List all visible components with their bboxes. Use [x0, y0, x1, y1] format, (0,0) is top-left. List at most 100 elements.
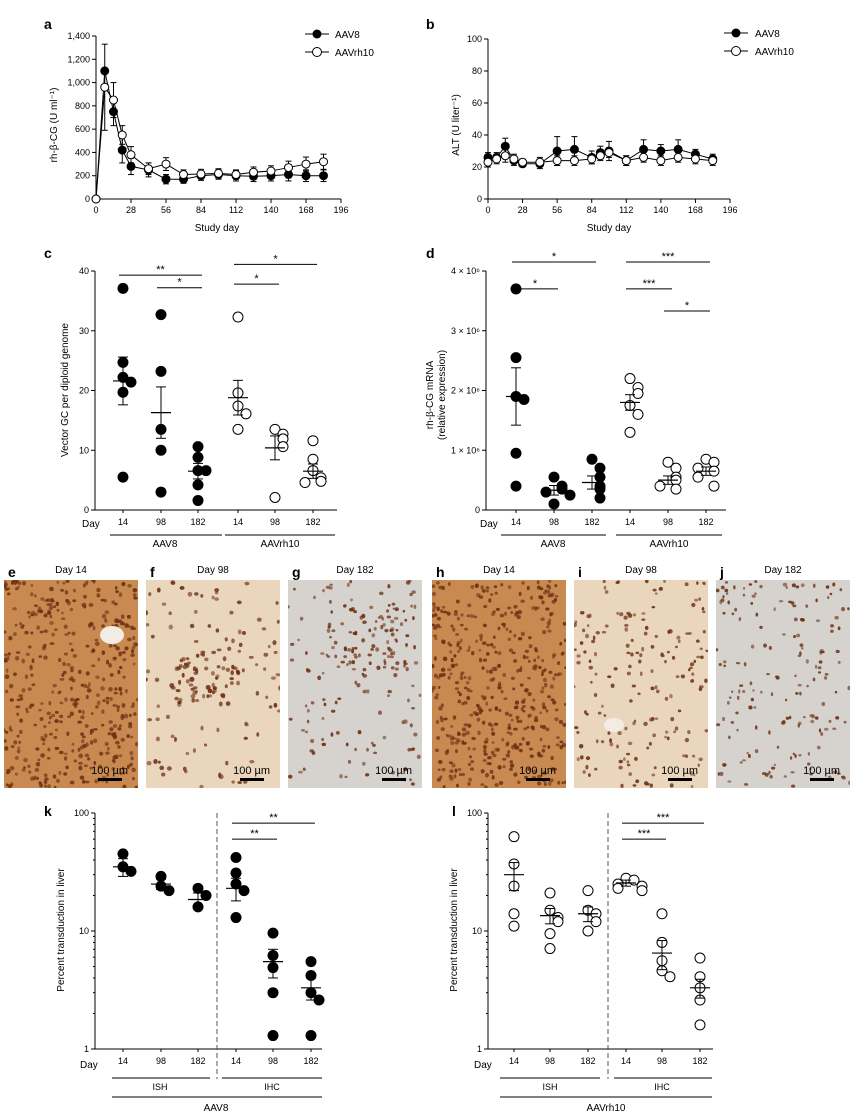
stained-nucleus — [784, 698, 788, 702]
data-point-aavrh10 — [595, 151, 605, 161]
stained-nucleus — [478, 657, 483, 663]
stained-nucleus — [28, 770, 32, 774]
stained-nucleus — [278, 685, 280, 691]
stained-nucleus — [579, 610, 585, 615]
data-point — [117, 282, 129, 294]
stained-nucleus — [93, 727, 98, 731]
data-point-aavrh10 — [509, 154, 519, 164]
stained-nucleus — [227, 646, 232, 651]
stained-nucleus — [47, 598, 52, 603]
stained-nucleus — [112, 644, 118, 648]
stained-nucleus — [654, 592, 658, 595]
y-tick-label: 40 — [472, 130, 482, 140]
data-point — [269, 423, 281, 435]
scale-bar: 100 µm — [233, 765, 270, 781]
stained-nucleus — [720, 598, 725, 603]
stained-nucleus — [723, 660, 727, 664]
stained-nucleus — [673, 730, 677, 734]
stained-nucleus — [175, 689, 181, 693]
stained-nucleus — [206, 694, 210, 699]
stained-nucleus — [454, 687, 460, 691]
data-point — [240, 408, 252, 420]
stained-nucleus — [789, 756, 793, 760]
stained-nucleus — [467, 782, 471, 786]
data-point-aavrh10 — [656, 156, 666, 166]
stained-nucleus — [526, 740, 531, 746]
stained-nucleus — [815, 598, 818, 603]
stained-nucleus — [275, 601, 279, 605]
stained-nucleus — [609, 742, 614, 747]
stained-nucleus — [547, 590, 550, 594]
stained-nucleus — [574, 620, 578, 624]
stained-nucleus — [108, 643, 113, 648]
stained-nucleus — [121, 766, 125, 771]
stained-nucleus — [46, 756, 51, 760]
stained-nucleus — [387, 584, 391, 589]
stained-nucleus — [16, 712, 20, 716]
stained-nucleus — [329, 583, 334, 587]
stained-nucleus — [449, 672, 453, 676]
stained-nucleus — [133, 641, 138, 647]
stained-nucleus — [100, 723, 105, 727]
stained-nucleus — [436, 616, 441, 621]
stained-nucleus — [25, 707, 29, 712]
stained-nucleus — [489, 642, 494, 647]
stained-nucleus — [595, 631, 600, 635]
stained-nucleus — [48, 721, 51, 725]
stained-nucleus — [248, 655, 254, 659]
stained-nucleus — [160, 772, 166, 777]
stained-nucleus — [225, 701, 231, 706]
data-point — [155, 365, 167, 377]
x-tick-label: 0 — [93, 205, 98, 215]
stained-nucleus — [616, 611, 620, 615]
stained-nucleus — [465, 730, 470, 736]
stained-nucleus — [115, 590, 119, 594]
stained-nucleus — [832, 770, 836, 774]
stained-nucleus — [43, 613, 48, 618]
stained-nucleus — [498, 708, 502, 713]
y-tick-label: 400 — [75, 147, 90, 157]
micrograph-day: Day 182 — [336, 565, 374, 576]
stained-nucleus — [238, 642, 243, 647]
stained-nucleus — [794, 754, 797, 758]
stained-nucleus — [455, 633, 460, 636]
stained-nucleus — [456, 783, 459, 788]
y-tick-label: 2 × 10⁶ — [451, 386, 480, 396]
stained-nucleus — [747, 753, 751, 759]
stained-nucleus — [432, 605, 437, 609]
stained-nucleus — [153, 758, 158, 765]
stained-nucleus — [449, 650, 453, 654]
stained-nucleus — [432, 623, 436, 627]
stained-nucleus — [788, 715, 792, 720]
scale-bar: 100 µm — [803, 765, 840, 781]
stained-nucleus — [92, 580, 96, 584]
stained-nucleus — [651, 716, 655, 722]
scale-bar-text: 100 µm — [661, 765, 698, 777]
stained-nucleus — [832, 582, 836, 587]
micrograph-i: Day 98 i 100 µm — [574, 563, 708, 793]
stained-nucleus — [505, 753, 511, 758]
stained-nucleus — [521, 736, 525, 741]
stained-nucleus — [799, 618, 805, 622]
stained-nucleus — [125, 623, 129, 628]
stained-nucleus — [562, 723, 566, 727]
stained-nucleus — [698, 597, 701, 601]
stained-nucleus — [347, 648, 352, 652]
stained-nucleus — [256, 732, 260, 737]
series-line-aav8 — [95, 70, 324, 200]
stained-nucleus — [101, 677, 106, 682]
stained-nucleus — [504, 711, 510, 716]
stained-nucleus — [331, 629, 336, 633]
stained-nucleus — [211, 682, 215, 688]
stained-nucleus — [354, 655, 358, 659]
stained-nucleus — [413, 645, 416, 650]
stained-nucleus — [405, 667, 409, 672]
stained-nucleus — [65, 765, 69, 770]
stained-nucleus — [432, 591, 437, 597]
stained-nucleus — [550, 593, 554, 598]
stained-nucleus — [71, 631, 76, 636]
stained-nucleus — [34, 604, 38, 607]
data-point-aavrh10 — [91, 194, 101, 204]
stained-nucleus — [536, 580, 540, 585]
stained-nucleus — [574, 685, 576, 689]
